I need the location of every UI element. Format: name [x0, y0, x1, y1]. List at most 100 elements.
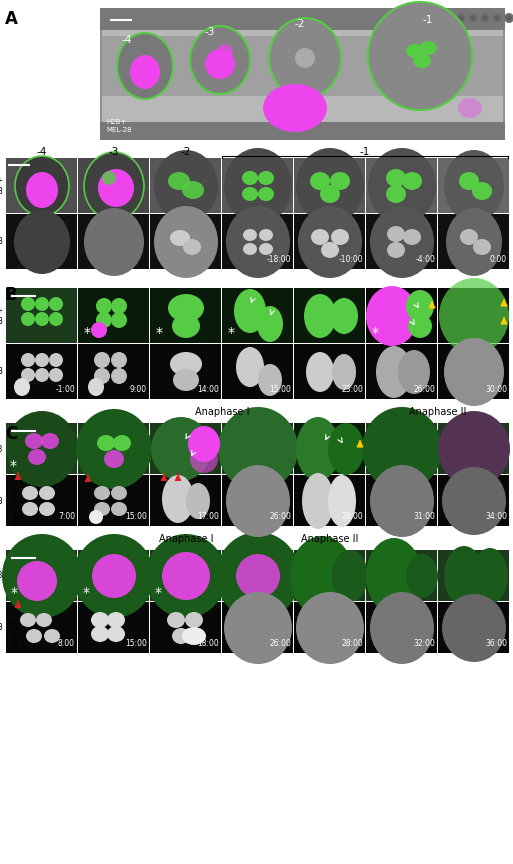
Ellipse shape [458, 15, 464, 21]
Text: 18:00: 18:00 [198, 639, 219, 648]
Ellipse shape [35, 297, 49, 311]
Ellipse shape [320, 185, 340, 203]
Ellipse shape [226, 206, 290, 278]
Bar [294, 423, 365, 474]
Bar [6, 158, 77, 213]
Ellipse shape [17, 561, 57, 601]
Text: 0:00: 0:00 [490, 255, 507, 264]
Ellipse shape [302, 473, 334, 529]
Text: 26:00: 26:00 [269, 512, 291, 521]
Ellipse shape [459, 172, 479, 190]
Text: -3: -3 [109, 147, 119, 157]
Text: mel-28/+: mel-28/+ [11, 486, 21, 524]
Ellipse shape [492, 13, 502, 23]
Ellipse shape [420, 13, 430, 23]
Text: Anaphase II: Anaphase II [409, 407, 467, 417]
Ellipse shape [298, 206, 362, 278]
Ellipse shape [217, 44, 233, 60]
Ellipse shape [26, 172, 58, 208]
Ellipse shape [6, 411, 78, 487]
Ellipse shape [330, 172, 350, 190]
Text: 15:00: 15:00 [125, 639, 147, 648]
Bar [366, 288, 437, 343]
Bar [78, 214, 149, 269]
Ellipse shape [296, 148, 364, 224]
Ellipse shape [328, 475, 356, 527]
Ellipse shape [182, 181, 204, 199]
Bar [438, 475, 509, 526]
Ellipse shape [258, 364, 282, 396]
Bar [438, 344, 509, 399]
Ellipse shape [28, 449, 46, 465]
Text: *: * [11, 586, 18, 600]
Ellipse shape [94, 368, 110, 384]
Text: 26:00: 26:00 [269, 639, 291, 648]
Ellipse shape [413, 54, 431, 68]
Bar [222, 423, 293, 474]
Ellipse shape [96, 312, 112, 328]
Ellipse shape [91, 626, 109, 642]
Ellipse shape [368, 148, 436, 224]
Ellipse shape [146, 534, 226, 618]
Ellipse shape [76, 409, 152, 489]
Bar [222, 602, 293, 653]
Ellipse shape [168, 294, 204, 322]
Text: 36:00: 36:00 [485, 639, 507, 648]
Ellipse shape [258, 187, 274, 201]
Bar [150, 475, 221, 526]
Bar [150, 423, 221, 474]
Ellipse shape [442, 594, 506, 662]
Text: 26:00: 26:00 [413, 385, 435, 394]
Text: 32:00: 32:00 [413, 639, 435, 648]
Bar [366, 475, 437, 526]
Ellipse shape [472, 548, 508, 604]
Ellipse shape [259, 229, 273, 241]
Ellipse shape [162, 552, 210, 600]
Ellipse shape [472, 182, 492, 200]
Ellipse shape [172, 314, 200, 338]
Text: C: C [5, 425, 17, 443]
Text: -1: -1 [360, 147, 370, 157]
Ellipse shape [26, 629, 42, 643]
Ellipse shape [398, 350, 430, 394]
Text: 15:00: 15:00 [269, 385, 291, 394]
Ellipse shape [151, 417, 211, 481]
Ellipse shape [506, 15, 512, 21]
Ellipse shape [236, 554, 280, 598]
Ellipse shape [21, 297, 35, 311]
Ellipse shape [387, 226, 405, 242]
Text: -3: -3 [205, 27, 215, 37]
Ellipse shape [439, 278, 509, 354]
Ellipse shape [332, 550, 368, 602]
Bar [438, 288, 509, 343]
Text: -2: -2 [295, 19, 305, 29]
Ellipse shape [22, 502, 38, 516]
Ellipse shape [442, 467, 506, 535]
Text: *: * [372, 326, 379, 340]
Text: H2B+: H2B+ [106, 119, 126, 125]
Ellipse shape [111, 502, 127, 516]
Ellipse shape [154, 150, 218, 222]
Ellipse shape [98, 169, 134, 207]
Ellipse shape [41, 433, 59, 449]
Ellipse shape [188, 426, 220, 462]
Ellipse shape [458, 98, 482, 118]
Ellipse shape [257, 306, 283, 342]
Ellipse shape [406, 290, 434, 322]
Ellipse shape [370, 465, 434, 537]
Ellipse shape [168, 172, 190, 190]
Ellipse shape [460, 229, 478, 245]
Ellipse shape [35, 312, 49, 326]
Text: 34:00: 34:00 [485, 512, 507, 521]
Ellipse shape [186, 483, 210, 519]
Ellipse shape [434, 15, 440, 21]
Ellipse shape [473, 239, 491, 255]
Text: 17:00: 17:00 [197, 512, 219, 521]
Bar [222, 214, 293, 269]
Ellipse shape [444, 338, 504, 406]
Bar [222, 158, 293, 213]
Bar [6, 288, 77, 343]
Ellipse shape [408, 314, 432, 338]
Ellipse shape [482, 15, 488, 21]
Text: *: * [228, 326, 235, 340]
